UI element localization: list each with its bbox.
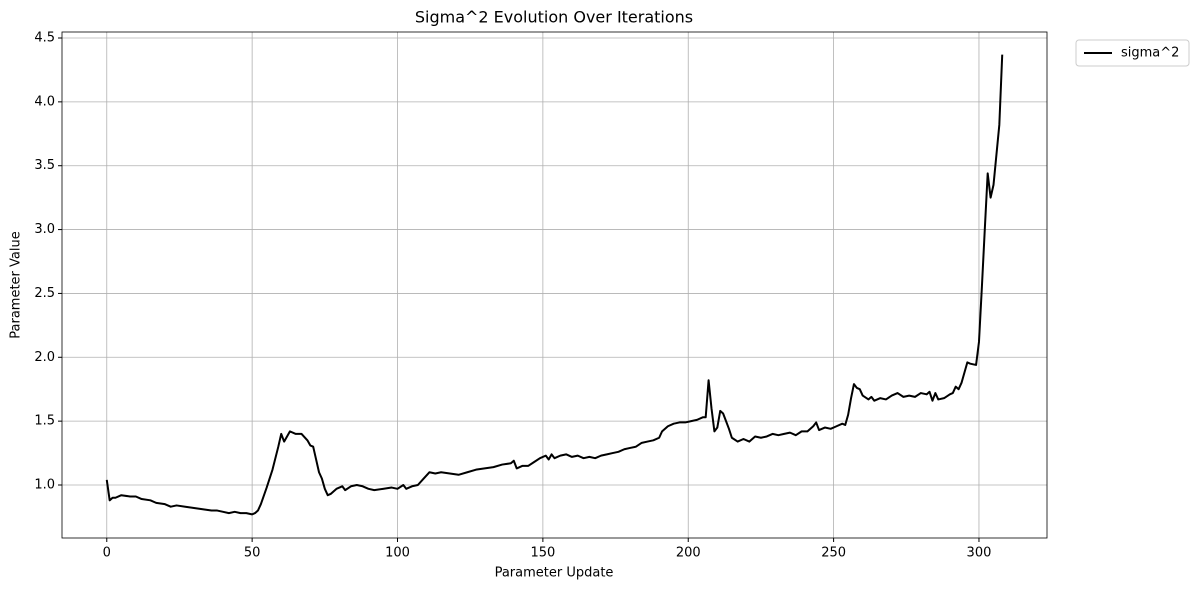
y-tick-label: 3.0 [34,222,55,237]
y-axis-label: Parameter Value [9,231,24,338]
y-tick-label: 1.5 [34,414,55,429]
y-tick-label: 4.0 [34,94,55,109]
x-tick-label: 50 [244,546,261,561]
x-tick-label: 300 [967,546,992,561]
legend-box [1075,39,1190,67]
x-axis-label: Parameter Update [495,566,614,581]
chart-title: Sigma^2 Evolution Over Iterations [415,8,693,27]
x-tick-label: 0 [103,546,111,561]
y-tick-label: 1.0 [34,477,55,492]
y-tick-label: 2.0 [34,350,55,365]
x-tick-label: 150 [530,546,555,561]
y-tick-label: 3.5 [34,158,55,173]
y-tick-label: 2.5 [34,286,55,301]
x-tick-label: 200 [676,546,701,561]
x-tick-label: 100 [385,546,410,561]
x-tick-label: 250 [821,546,846,561]
legend-label: sigma^2 [1121,46,1179,61]
data-line [105,54,1004,516]
y-tick-label: 4.5 [34,31,55,46]
plot-frame [61,31,1048,539]
